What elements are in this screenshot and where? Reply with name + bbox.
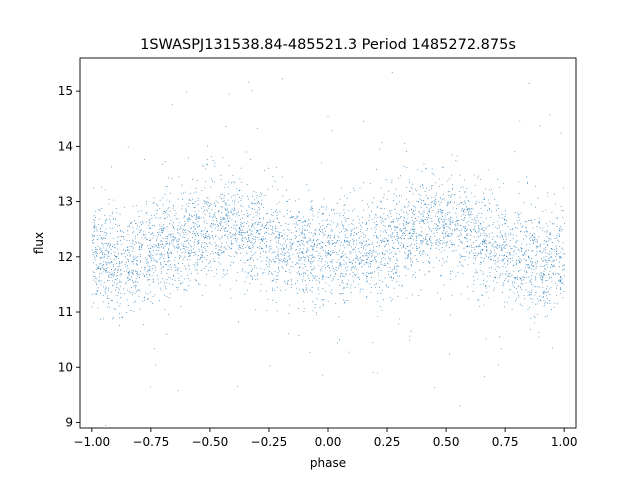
x-tick-label: 0.25 bbox=[374, 435, 401, 449]
y-tick-label: 13 bbox=[58, 195, 73, 209]
x-axis: −1.00 −0.75 −0.50 −0.25 0.00 0.25 0.50 0.75 1.00 bbox=[73, 428, 578, 449]
y-tick-label: 11 bbox=[58, 305, 73, 319]
x-tick-label: −0.50 bbox=[192, 435, 229, 449]
y-tick-label: 10 bbox=[58, 360, 73, 374]
x-tick-label: −0.75 bbox=[132, 435, 169, 449]
y-tick-label: 12 bbox=[58, 250, 73, 264]
y-tick-label: 14 bbox=[58, 139, 73, 153]
x-axis-label: phase bbox=[310, 456, 346, 470]
chart-title: 1SWASPJ131538.84-485521.3 Period 1485272… bbox=[140, 37, 516, 53]
x-tick-label: 1.00 bbox=[551, 435, 578, 449]
y-tick-label: 15 bbox=[58, 84, 73, 98]
x-tick-label: −1.00 bbox=[73, 435, 110, 449]
y-axis-label: flux bbox=[32, 232, 46, 254]
x-tick-label: 0.50 bbox=[433, 435, 460, 449]
y-axis: 9 10 11 12 13 14 15 bbox=[58, 84, 80, 429]
x-tick-label: −0.25 bbox=[251, 435, 288, 449]
x-tick-label: 0.00 bbox=[315, 435, 342, 449]
plot-frame bbox=[79, 57, 577, 429]
x-tick-label: 0.75 bbox=[492, 435, 519, 449]
y-tick-label: 9 bbox=[65, 415, 73, 429]
